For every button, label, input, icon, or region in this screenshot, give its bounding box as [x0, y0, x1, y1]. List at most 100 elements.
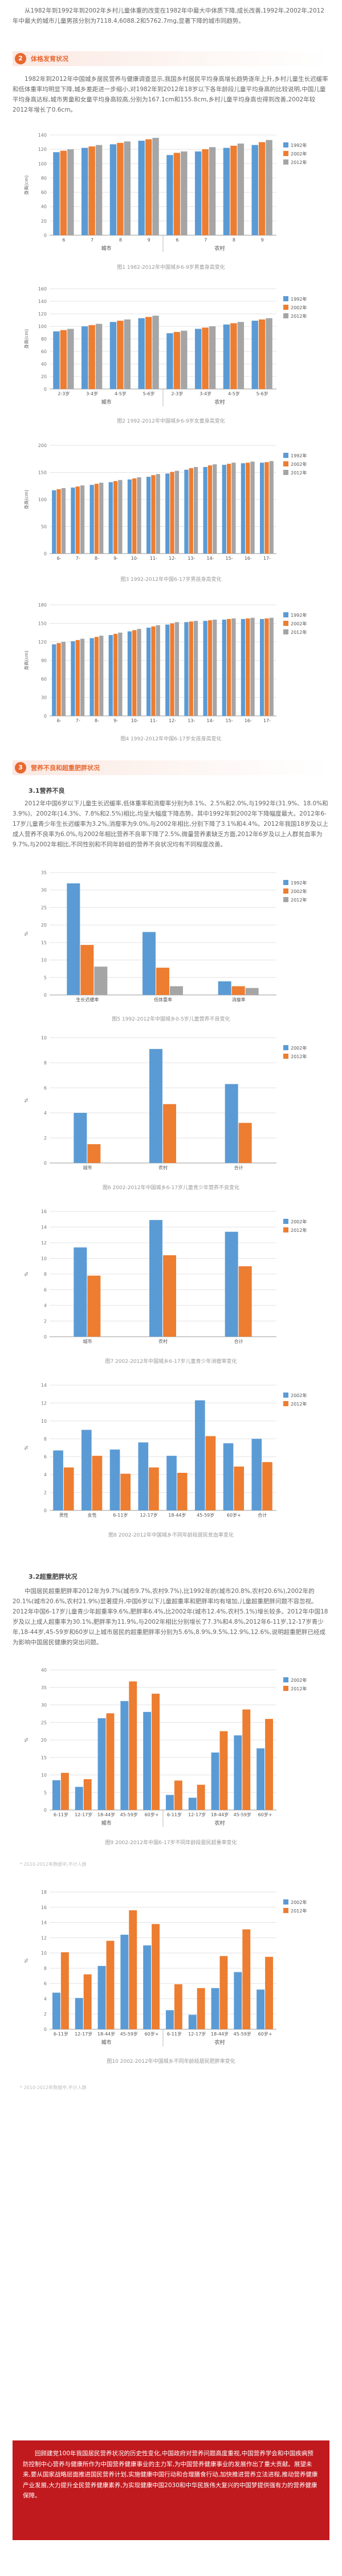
figure-caption: 图4 1992-2012年中国6-17岁女孩身高变化 — [120, 736, 222, 742]
bar — [173, 331, 181, 389]
bar — [264, 618, 269, 716]
x-tick-label: 45-59岁 — [234, 2031, 251, 2037]
x-tick-label: 60岁+ — [227, 1512, 241, 1518]
bar — [67, 149, 74, 235]
x-tick-label: 12- — [169, 556, 176, 561]
bar — [165, 2010, 174, 2029]
bar — [99, 636, 104, 716]
x-tick-label: 17- — [263, 556, 271, 561]
bar — [189, 468, 193, 554]
chart-child-malnutrition: 0 5 10 15 20 25 30 35% 生长迟缓率 低体重率 消瘦率 1992年 2002年 201… — [20, 866, 322, 1011]
chart-svg: 0 30 60 90 120 150 180 身高(cm) 6- 7- 8- 9- 10- 11- 12- 1… — [23, 603, 307, 723]
bar — [174, 1780, 182, 1810]
legend-swatch — [283, 461, 288, 466]
bar — [137, 629, 141, 716]
y-tick-label: 4 — [44, 1303, 47, 1308]
bar — [246, 462, 250, 554]
bar — [94, 966, 108, 995]
bar — [234, 1467, 245, 1510]
legend-label: 1992年 — [291, 880, 307, 886]
legend-label: 2012年 — [291, 897, 307, 903]
bar — [83, 1779, 92, 1810]
bar — [166, 333, 173, 389]
bar — [56, 489, 61, 554]
bar — [264, 462, 269, 554]
bar — [108, 482, 113, 554]
bar — [75, 640, 80, 716]
y-tick-label: 20 — [41, 219, 47, 224]
legend-label: 2002年 — [291, 1219, 307, 1224]
x-tick-label: 6-11岁 — [167, 2031, 182, 2037]
x-tick-label: 11- — [150, 556, 157, 561]
legend-swatch — [283, 305, 288, 310]
legend-swatch — [283, 1677, 288, 1682]
x-tick-label: 合计 — [258, 1512, 267, 1518]
bar — [117, 321, 124, 389]
bar — [226, 464, 231, 554]
bar — [149, 1467, 159, 1510]
bar — [52, 1780, 60, 1810]
x-tick-label: 18-44岁 — [211, 1812, 229, 1817]
bar — [184, 622, 189, 716]
x-tick-label: 18-44岁 — [97, 1812, 115, 1817]
x-tick-label: 消瘦率 — [232, 997, 246, 1002]
bar — [225, 1084, 238, 1163]
bar — [60, 1772, 69, 1810]
bar — [166, 155, 173, 235]
x-tick-label: 6 — [62, 237, 65, 243]
bar — [205, 1436, 216, 1510]
x-tick-label: 6 — [176, 237, 178, 243]
bar — [163, 1104, 176, 1163]
legend-label: 2012年 — [291, 1227, 307, 1233]
y-tick-label: 4 — [44, 1472, 47, 1477]
x-tick-label: 45-59岁 — [120, 1812, 138, 1817]
bar — [95, 323, 103, 389]
bar — [246, 618, 250, 716]
bar — [52, 644, 56, 716]
bar — [177, 1473, 188, 1510]
intro-paragraph: 从1982年到1992年到2002年乡村儿童体重的改变在1982年中最大中体质下… — [13, 7, 324, 24]
y-tick-label: 120 — [38, 312, 47, 317]
y-tick-label: 40 — [41, 204, 47, 210]
legend-label: 2012年 — [291, 159, 307, 165]
bar — [132, 630, 137, 716]
y-tick-label: 20 — [41, 1738, 47, 1743]
chart-anemia-by-age: 0 2 4 6 8 10 12 14% 男性 女性 6-11岁 12-17岁 18-44岁 45-59岁 6… — [20, 1378, 322, 1526]
x-tick-label: 3-4岁 — [86, 391, 98, 396]
legend-label: 2012年 — [291, 313, 307, 319]
bar — [219, 1731, 228, 1810]
bar — [237, 322, 245, 389]
bar — [118, 632, 123, 716]
figure-caption: 图7 2002-2012年中国城乡6-17岁儿童青少年消瘦率变化 — [105, 1359, 237, 1365]
bar — [230, 145, 237, 235]
bar — [60, 330, 67, 389]
bar — [124, 141, 131, 235]
y-axis-label: % — [24, 1098, 29, 1103]
chart-youth-wasting: 0 2 4 6 8 10 12 14 16% 城市 农村 合计 2002年 2012年 — [20, 1205, 322, 1353]
y-tick-label: 0 — [44, 2027, 47, 2032]
legend-label: 1992年 — [291, 142, 307, 148]
y-tick-label: 8 — [44, 1060, 47, 1066]
x-tick-label: 45-59岁 — [197, 1512, 214, 1518]
x-tick-label: 60岁+ — [145, 2031, 159, 2037]
bar — [146, 477, 151, 554]
x-tick-label: 合计 — [234, 1165, 243, 1170]
y-axis-label: % — [24, 1445, 29, 1450]
group-label: 农村 — [214, 245, 225, 252]
bar — [52, 1992, 60, 2029]
bar — [173, 153, 181, 235]
bar — [71, 641, 75, 716]
x-tick-label: 4-5岁 — [228, 391, 240, 396]
bar — [251, 1439, 262, 1510]
bar — [238, 1266, 252, 1337]
y-tick-label: 2 — [44, 1490, 47, 1496]
bar — [234, 1972, 242, 2029]
bar — [194, 151, 202, 235]
legend-swatch — [283, 1045, 288, 1050]
bar — [193, 467, 198, 554]
y-tick-label: 6 — [44, 1288, 47, 1293]
y-tick-label: 140 — [38, 299, 47, 304]
x-tick-label: 6-11岁 — [54, 1812, 68, 1817]
chart-svg: 0 2 4 6 8 10% 城市 农村 合计 2002年 2012年 — [24, 1035, 307, 1170]
y-tick-label: 2 — [44, 1319, 47, 1324]
